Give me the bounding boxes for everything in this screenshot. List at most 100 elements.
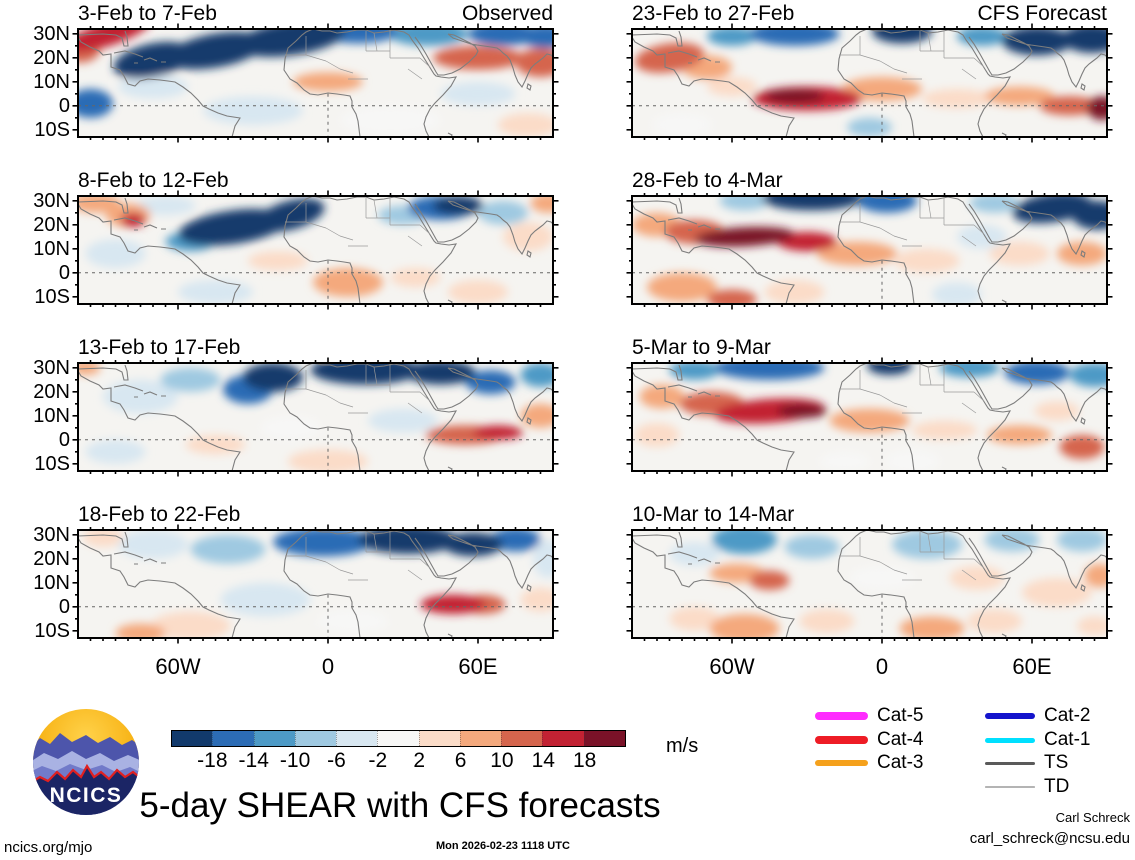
shear-anomaly-blob xyxy=(989,241,1050,266)
y-tick-label: 20N xyxy=(33,547,70,570)
shear-anomaly-blob xyxy=(764,89,825,104)
x-tick-label: 60E xyxy=(458,654,498,679)
y-tick-label: 10N xyxy=(33,404,70,427)
shear-anomaly-blob xyxy=(220,582,311,617)
shear-anomaly-blob xyxy=(1059,435,1105,459)
shear-anomaly-blob xyxy=(185,435,246,455)
shear-anomaly-blob xyxy=(799,609,855,634)
shear-anomaly-blob xyxy=(719,196,770,211)
shear-anomaly-blob xyxy=(115,623,166,638)
shear-anomaly-blob xyxy=(892,530,962,559)
legend-line-swatch xyxy=(815,760,868,766)
shear-anomaly-blob xyxy=(1077,616,1107,636)
legend-item-cat-4: Cat-4 xyxy=(815,730,923,750)
shear-anomaly-blob xyxy=(712,530,777,554)
shear-anomaly-blob xyxy=(78,196,121,213)
shear-anomaly-blob xyxy=(468,29,538,46)
colorbar-segment xyxy=(253,731,295,746)
shear-anomaly-blob xyxy=(884,449,940,471)
legend-item-cat-1: Cat-1 xyxy=(985,730,1090,750)
x-tick-label: 60W xyxy=(709,654,755,679)
shear-anomaly-blob xyxy=(515,48,553,77)
shear-anomaly-blob xyxy=(85,439,146,464)
colorbar-tick-label: 6 xyxy=(454,749,467,772)
y-tick-label: 30N xyxy=(33,189,70,212)
shear-anomaly-blob xyxy=(388,29,468,46)
site-link[interactable]: ncics.org/mjo xyxy=(4,839,93,856)
shear-anomaly-blob xyxy=(1057,530,1107,552)
shear-anomaly-blob xyxy=(433,196,483,216)
shear-anomaly-map xyxy=(626,357,1113,477)
shear-anomaly-blob xyxy=(984,86,1055,106)
colorbar-tick-label: 2 xyxy=(413,749,426,772)
shear-anomaly-blob xyxy=(969,196,1020,213)
shear-anomaly-blob xyxy=(433,45,523,70)
shear-anomaly-blob xyxy=(83,530,123,547)
map-panel xyxy=(72,357,559,477)
shear-anomaly-blob xyxy=(1012,196,1092,224)
axis-ticks xyxy=(626,23,1113,143)
y-tick-label: 0 xyxy=(58,595,70,618)
shear-anomaly-blob xyxy=(694,226,795,247)
map-panel xyxy=(72,524,559,644)
y-tick-label: 10S xyxy=(34,452,70,475)
shear-anomaly-blob xyxy=(872,29,932,44)
shear-anomaly-blob xyxy=(473,425,523,440)
axis-ticks xyxy=(72,524,559,644)
colorbar-segment xyxy=(542,731,584,746)
shear-anomaly-blob xyxy=(368,408,438,433)
credit-email-link[interactable]: carl_schreck@ncsu.edu xyxy=(969,830,1130,847)
legend-item-cat-5: Cat-5 xyxy=(815,706,923,726)
y-tick-label: 0 xyxy=(58,261,70,284)
shear-anomaly-blob xyxy=(243,363,303,392)
legend-line-swatch xyxy=(985,761,1035,765)
y-tick-label: 10S xyxy=(34,118,70,141)
colorbar-tick-label: 18 xyxy=(572,749,597,772)
ncics-logo: NCICS xyxy=(33,709,139,815)
panel-date-label: 10-Mar to 14-Mar xyxy=(632,503,795,526)
shear-anomaly-blob xyxy=(498,113,553,137)
shear-anomaly-blob xyxy=(103,379,178,414)
shear-anomaly-blob xyxy=(639,384,685,409)
shear-anomaly-blob xyxy=(273,530,373,557)
shear-anomaly-blob xyxy=(957,29,1007,46)
shear-anomaly-blob xyxy=(503,222,553,252)
shear-anomaly-blob xyxy=(829,408,910,433)
legend-label: Cat-2 xyxy=(1044,705,1091,726)
colorbar-segment xyxy=(294,731,337,746)
shear-anomaly-blob xyxy=(932,282,982,304)
shear-colorbar xyxy=(171,730,626,747)
shear-anomaly-blob xyxy=(1087,96,1107,121)
shear-anomaly-blob xyxy=(340,105,441,135)
panel-date-label: 23-Feb to 27-Feb xyxy=(632,2,795,25)
y-tick-label: 20N xyxy=(33,380,70,403)
shear-anomaly-blob xyxy=(1057,241,1107,266)
legend-label: TD xyxy=(1044,776,1070,797)
shear-anomaly-map xyxy=(72,357,559,477)
shear-anomaly-blob xyxy=(1022,578,1092,607)
y-tick-label: 30N xyxy=(33,523,70,546)
shear-anomaly-blob xyxy=(520,587,553,612)
shear-anomaly-blob xyxy=(967,609,1022,634)
shear-anomaly-blob xyxy=(448,280,508,304)
colorbar-tick-label: -14 xyxy=(238,749,269,772)
panel-title-row: 18-Feb to 22-Feb xyxy=(78,502,553,528)
shear-anomaly-blob xyxy=(817,241,897,266)
colorbar-tick-label: -18 xyxy=(197,749,228,772)
shear-anomaly-blob xyxy=(857,196,917,213)
shear-anomaly-blob xyxy=(922,89,992,109)
y-tick-label: 0 xyxy=(58,428,70,451)
shear-anomaly-blob xyxy=(150,611,231,638)
panel-date-label: 8-Feb to 12-Feb xyxy=(78,169,229,192)
shear-anomaly-blob xyxy=(358,530,458,554)
shear-anomaly-blob xyxy=(749,29,840,46)
shear-anomaly-blob xyxy=(1069,363,1107,387)
y-tick-label: 10N xyxy=(33,571,70,594)
colorbar-segment xyxy=(501,731,543,746)
map-panel xyxy=(626,23,1113,143)
shear-anomaly-blob xyxy=(293,72,363,92)
colorbar-segment xyxy=(212,731,254,746)
y-tick-label: 10N xyxy=(33,70,70,93)
shear-anomaly-blob xyxy=(762,196,862,211)
panel-title-row: 8-Feb to 12-Feb xyxy=(78,168,553,194)
